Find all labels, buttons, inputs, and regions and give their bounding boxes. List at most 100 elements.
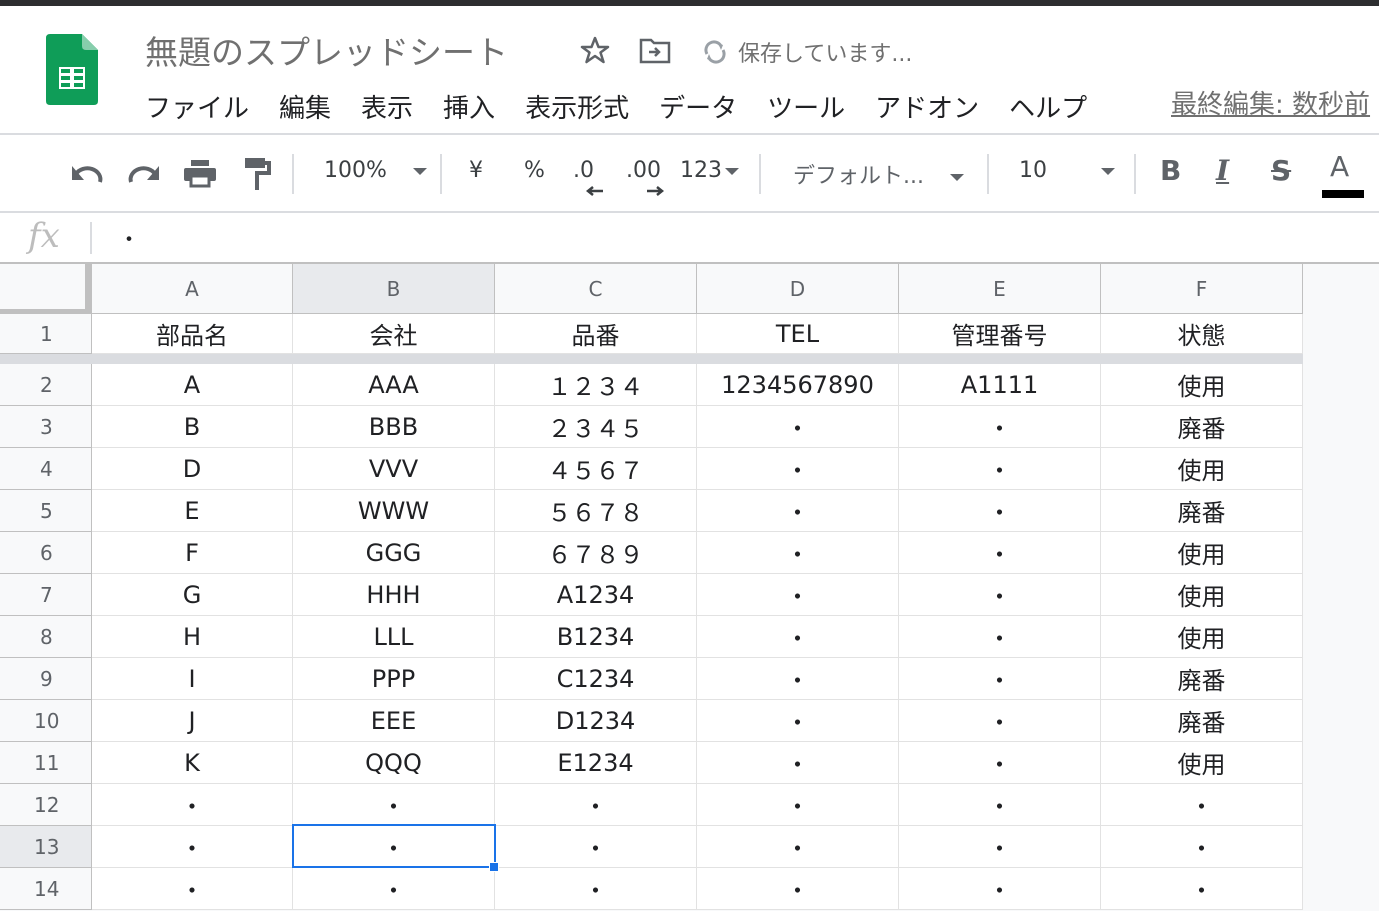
cell-A9[interactable]: I bbox=[92, 658, 293, 700]
cell-D14[interactable]: ・ bbox=[697, 868, 899, 910]
cell-B6[interactable]: GGG bbox=[293, 532, 495, 574]
cell-C4[interactable]: ４５６７ bbox=[495, 448, 697, 490]
cell-C8[interactable]: B1234 bbox=[495, 616, 697, 658]
fill-handle[interactable] bbox=[489, 862, 499, 872]
row-header-10[interactable]: 10 bbox=[0, 700, 92, 742]
cell-E13[interactable]: ・ bbox=[899, 826, 1101, 868]
menu-edit[interactable]: 編集 bbox=[279, 94, 332, 124]
cell-C9[interactable]: C1234 bbox=[495, 658, 697, 700]
cell-E6[interactable]: ・ bbox=[899, 532, 1101, 574]
cell-B1[interactable]: 会社 bbox=[293, 314, 495, 354]
cell-E1[interactable]: 管理番号 bbox=[899, 314, 1101, 354]
cell-C6[interactable]: ６７８９ bbox=[495, 532, 697, 574]
cell-E9[interactable]: ・ bbox=[899, 658, 1101, 700]
document-title[interactable]: 無題のスプレッドシート bbox=[145, 33, 508, 72]
cell-C1[interactable]: 品番 bbox=[495, 314, 697, 354]
cell-F10[interactable]: 廃番 bbox=[1101, 700, 1303, 742]
menu-data[interactable]: データ bbox=[659, 94, 738, 124]
cell-B10[interactable]: EEE bbox=[293, 700, 495, 742]
row-header-12[interactable]: 12 bbox=[0, 784, 92, 826]
cell-D10[interactable]: ・ bbox=[697, 700, 899, 742]
cell-F14[interactable]: ・ bbox=[1101, 868, 1303, 910]
cell-F8[interactable]: 使用 bbox=[1101, 616, 1303, 658]
cell-A14[interactable]: ・ bbox=[92, 868, 293, 910]
cell-B13[interactable]: ・ bbox=[293, 826, 495, 868]
cell-B3[interactable]: BBB bbox=[293, 406, 495, 448]
frozen-row-divider[interactable] bbox=[0, 354, 1303, 364]
cell-B8[interactable]: LLL bbox=[293, 616, 495, 658]
cell-D12[interactable]: ・ bbox=[697, 784, 899, 826]
cell-F6[interactable]: 使用 bbox=[1101, 532, 1303, 574]
cell-C3[interactable]: ２３４５ bbox=[495, 406, 697, 448]
cell-C13[interactable]: ・ bbox=[495, 826, 697, 868]
cell-C10[interactable]: D1234 bbox=[495, 700, 697, 742]
cell-B14[interactable]: ・ bbox=[293, 868, 495, 910]
row-header-5[interactable]: 5 bbox=[0, 490, 92, 532]
cell-B11[interactable]: QQQ bbox=[293, 742, 495, 784]
cell-B2[interactable]: AAA bbox=[293, 364, 495, 406]
print-icon[interactable] bbox=[184, 160, 216, 188]
strikethrough-button[interactable]: S bbox=[1271, 154, 1292, 187]
cell-C14[interactable]: ・ bbox=[495, 868, 697, 910]
cell-A6[interactable]: F bbox=[92, 532, 293, 574]
cell-E14[interactable]: ・ bbox=[899, 868, 1101, 910]
menu-tools[interactable]: ツール bbox=[767, 94, 846, 124]
paint-format-icon[interactable] bbox=[245, 158, 271, 190]
percent-button[interactable]: % bbox=[524, 158, 545, 183]
select-all-corner[interactable] bbox=[0, 264, 92, 314]
menu-view[interactable]: 表示 bbox=[361, 94, 414, 124]
column-header-d[interactable]: D bbox=[697, 264, 899, 314]
cell-A4[interactable]: D bbox=[92, 448, 293, 490]
cell-D11[interactable]: ・ bbox=[697, 742, 899, 784]
cell-C12[interactable]: ・ bbox=[495, 784, 697, 826]
cell-D3[interactable]: ・ bbox=[697, 406, 899, 448]
row-header-3[interactable]: 3 bbox=[0, 406, 92, 448]
cell-F1[interactable]: 状態 bbox=[1101, 314, 1303, 354]
decrease-decimal-button[interactable]: .0 bbox=[573, 158, 594, 183]
cell-A13[interactable]: ・ bbox=[92, 826, 293, 868]
cell-D7[interactable]: ・ bbox=[697, 574, 899, 616]
column-header-c[interactable]: C bbox=[495, 264, 697, 314]
column-header-a[interactable]: A bbox=[92, 264, 293, 314]
text-color-button[interactable]: A bbox=[1330, 150, 1349, 183]
more-formats-button[interactable]: 123 bbox=[680, 158, 739, 183]
row-header-8[interactable]: 8 bbox=[0, 616, 92, 658]
sheets-logo-icon[interactable] bbox=[46, 34, 98, 105]
cell-D8[interactable]: ・ bbox=[697, 616, 899, 658]
cell-D6[interactable]: ・ bbox=[697, 532, 899, 574]
cell-F4[interactable]: 使用 bbox=[1101, 448, 1303, 490]
cell-D9[interactable]: ・ bbox=[697, 658, 899, 700]
font-select[interactable]: デフォルト... bbox=[793, 158, 964, 190]
cell-F5[interactable]: 廃番 bbox=[1101, 490, 1303, 532]
row-header-9[interactable]: 9 bbox=[0, 658, 92, 700]
row-header-14[interactable]: 14 bbox=[0, 868, 92, 910]
row-header-11[interactable]: 11 bbox=[0, 742, 92, 784]
cell-A10[interactable]: J bbox=[92, 700, 293, 742]
cell-B5[interactable]: WWW bbox=[293, 490, 495, 532]
menu-format[interactable]: 表示形式 bbox=[525, 94, 630, 124]
cell-E5[interactable]: ・ bbox=[899, 490, 1101, 532]
cell-B4[interactable]: VVV bbox=[293, 448, 495, 490]
cell-B9[interactable]: PPP bbox=[293, 658, 495, 700]
column-header-e[interactable]: E bbox=[899, 264, 1101, 314]
redo-icon[interactable] bbox=[127, 164, 161, 184]
cell-E4[interactable]: ・ bbox=[899, 448, 1101, 490]
last-edit-link[interactable]: 最終編集: 数秒前 bbox=[1171, 90, 1371, 120]
currency-button[interactable]: ¥ bbox=[469, 158, 483, 183]
column-header-f[interactable]: F bbox=[1101, 264, 1303, 314]
cell-F12[interactable]: ・ bbox=[1101, 784, 1303, 826]
cell-A12[interactable]: ・ bbox=[92, 784, 293, 826]
cell-A2[interactable]: A bbox=[92, 364, 293, 406]
cell-A1[interactable]: 部品名 bbox=[92, 314, 293, 354]
cell-E10[interactable]: ・ bbox=[899, 700, 1101, 742]
menu-file[interactable]: ファイル bbox=[145, 94, 250, 124]
row-header-6[interactable]: 6 bbox=[0, 532, 92, 574]
cell-F9[interactable]: 廃番 bbox=[1101, 658, 1303, 700]
row-header-1[interactable]: 1 bbox=[0, 314, 92, 354]
cell-B12[interactable]: ・ bbox=[293, 784, 495, 826]
cell-F11[interactable]: 使用 bbox=[1101, 742, 1303, 784]
cell-E3[interactable]: ・ bbox=[899, 406, 1101, 448]
cell-D5[interactable]: ・ bbox=[697, 490, 899, 532]
cell-D1[interactable]: TEL bbox=[697, 314, 899, 354]
menu-help[interactable]: ヘルプ bbox=[1009, 94, 1088, 124]
